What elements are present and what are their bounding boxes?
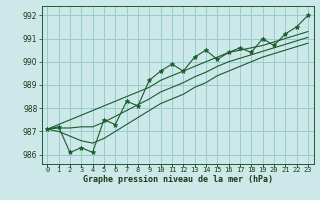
X-axis label: Graphe pression niveau de la mer (hPa): Graphe pression niveau de la mer (hPa): [83, 175, 273, 184]
